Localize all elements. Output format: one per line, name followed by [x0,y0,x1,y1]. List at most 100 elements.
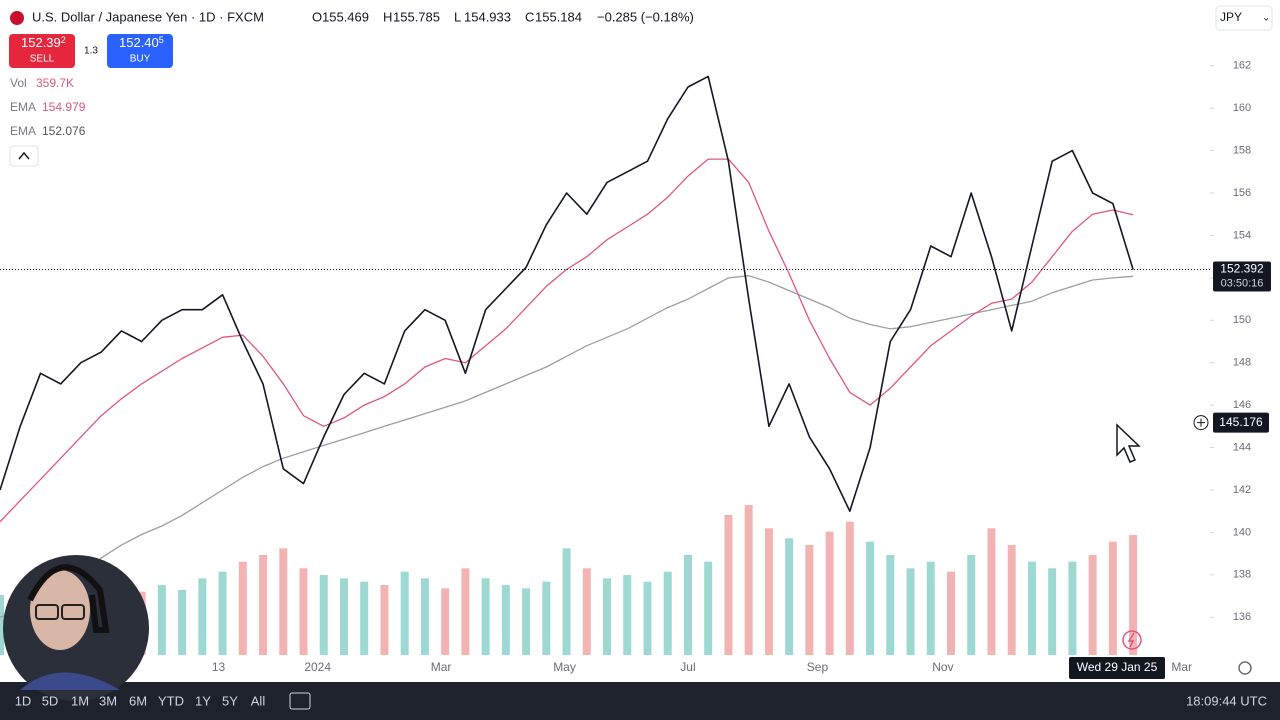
volume-bar [400,571,409,655]
buy-button[interactable] [107,34,173,68]
range-button[interactable]: 6M [129,693,147,708]
volume-bar [886,555,895,655]
ohlc-value: 155.785 [393,9,440,24]
volume-bar [683,555,692,655]
volume-bar [926,561,935,655]
volume-bar [906,568,915,655]
volume-bar [501,585,510,655]
date-range-icon[interactable] [289,692,311,710]
date-tag [1069,657,1165,679]
ohlc-key: H [383,9,392,24]
x-tick-label: Nov [932,660,953,674]
range-button[interactable]: 3M [99,693,117,708]
volume-bar [987,528,996,655]
volume-bar [643,581,652,655]
volume-bar [441,588,450,655]
volume-bar [380,585,389,655]
sell-price[interactable]: 152.392 [21,35,66,50]
y-tick-label: 158 [1233,145,1251,157]
y-tick-label: 136 [1233,611,1251,623]
range-button[interactable]: YTD [158,693,184,708]
indicator-name: Vol [10,76,27,90]
alert-bolt [1127,632,1135,648]
range-button[interactable]: 1Y [195,693,211,708]
y-tick-label: 162 [1233,60,1251,72]
indicator-value: 359.7K [36,76,74,90]
volume-bar [947,571,956,655]
y-tick-label: 144 [1233,441,1251,453]
range-button[interactable]: 5D [42,693,59,708]
webcam [3,555,149,701]
mouse-cursor [1116,423,1141,463]
range-button[interactable]: 1M [71,693,89,708]
countdown: 03:50:16 [1221,277,1264,289]
settings-icon[interactable] [1238,661,1252,675]
x-tick-label: Mar [1171,660,1192,674]
collapse-button[interactable] [9,145,39,167]
ohlc-key: O [312,9,322,24]
headphones [27,564,110,633]
volume-bar [218,571,227,655]
price-line [0,75,1134,512]
currency[interactable]: JPY [1220,10,1242,24]
ohlc-key: C [525,9,534,24]
volume-bar [339,578,348,655]
sell-label[interactable]: SELL [30,54,55,65]
ema-line [0,158,1134,523]
plot-area: 1361381401421441461481501521541561581601… [0,60,1271,679]
indicator-value: 152.076 [42,124,86,138]
volume-bar [845,521,854,655]
x-tick-label: May [553,660,576,674]
range-button[interactable]: 1D [15,693,32,708]
volume-bar [238,561,247,655]
crosshair-tag [1213,412,1269,433]
price-axis [1210,0,1280,682]
alert-icon[interactable] [1122,630,1142,650]
ohlc-value: 154.933 [464,9,511,24]
volume-bar [157,585,166,655]
y-tick-label: 138 [1233,569,1251,581]
volume-bar [198,578,207,655]
volume-bar [967,555,976,655]
glasses [61,604,85,620]
plus-icon [1197,418,1205,427]
buy-price[interactable]: 152.405 [119,35,164,50]
volume-bar [461,568,470,655]
volume-bar [623,575,632,655]
volume-bar [0,595,4,655]
bottom-toolbar [0,682,1280,720]
volume-bar [178,590,187,655]
volume-bar [522,588,531,655]
currency-button[interactable] [1215,5,1273,31]
y-tick-label: 140 [1233,526,1251,538]
last-price-tag [1213,261,1271,292]
change: −0.285 (−0.18%) [597,9,694,24]
x-tick-label: 2024 [304,660,331,674]
collapse-icon [18,151,30,160]
indicator-value: 154.979 [42,100,86,114]
x-tick-label: Sep [807,660,829,674]
buy-label[interactable]: BUY [130,54,151,65]
volume-bar [785,538,794,655]
crosshair-label: 145.176 [1219,415,1263,429]
indicator-name: EMA [10,100,36,114]
toolbar: 1D 5D 1M 3M 6M YTD 1Y 5Y All [15,693,266,708]
volume-bar [1068,561,1077,655]
glasses [35,604,59,620]
volume-bar [420,578,429,655]
volume-bar [724,515,733,655]
y-tick-label: 160 [1233,102,1251,114]
volume-bar [582,568,591,655]
ohlc-value: 155.469 [322,9,369,24]
volume-bar [825,531,834,655]
x-tick-label: Jul [680,660,695,674]
y-tick-label: 148 [1233,357,1251,369]
flag-icon [10,11,24,25]
sell-button[interactable] [9,34,75,68]
clock: 18:09:44 UTC [1186,693,1267,708]
range-button[interactable]: 5Y [222,693,238,708]
range-button[interactable]: All [251,693,266,708]
volume-bar [542,581,551,655]
